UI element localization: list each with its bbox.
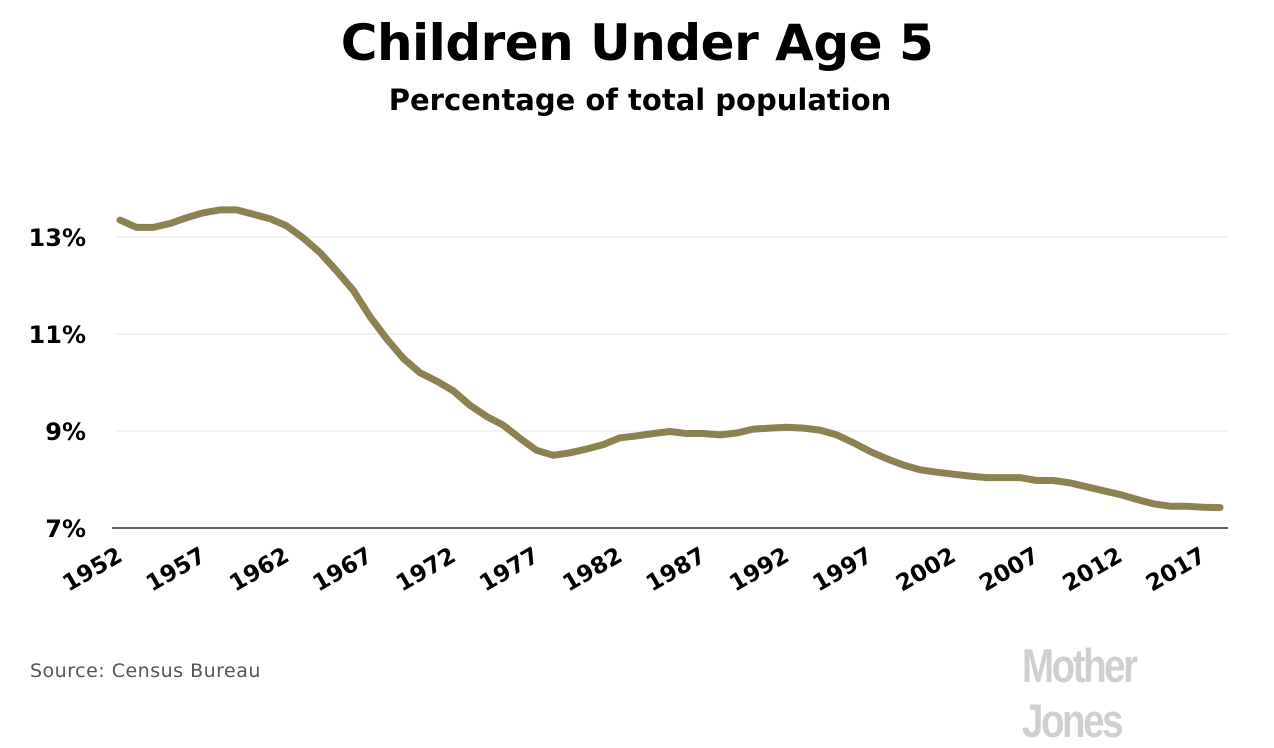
brand-logo: Mother Jones [1022,639,1138,747]
y-tick-label: 9% [45,418,86,446]
x-tick-label: 1952 [59,543,127,598]
x-tick-label: 1997 [809,543,877,598]
x-tick-label: 2007 [975,543,1043,598]
gridlines [116,236,1228,432]
x-tick-label: 1977 [475,543,543,598]
x-tick-label: 1967 [309,543,377,598]
x-tick-label: 2012 [1059,543,1127,598]
chart-subtitle: Percentage of total population [388,83,892,117]
source-note: Source: Census Bureau [30,660,261,682]
x-tick-label: 1992 [725,543,793,598]
x-tick-label: 2017 [1142,543,1210,598]
x-axis-ticks: 1952 1957 1962 1967 1972 1977 1982 1987 1992 1997… [59,543,1211,598]
y-tick-label: 13% [29,224,86,252]
chart-title: Children Under Age 5 [340,14,934,72]
x-tick-label: 1962 [225,543,293,598]
x-tick-label: 1957 [142,543,210,598]
x-tick-label: 1982 [559,543,627,598]
series-line [116,206,1224,512]
x-tick-label: 2002 [892,543,960,598]
y-axis-ticks: 7% 9% 11% 13% [29,224,86,543]
y-tick-label: 7% [45,515,86,543]
x-tick-label: 1972 [392,543,460,598]
x-tick-label: 1987 [642,543,710,598]
chart-plot-area: 7%9%11%13% 1952 1957 1962 1967 1972 1977 1982 1… [29,206,1228,598]
y-tick-label: 11% [29,321,86,349]
